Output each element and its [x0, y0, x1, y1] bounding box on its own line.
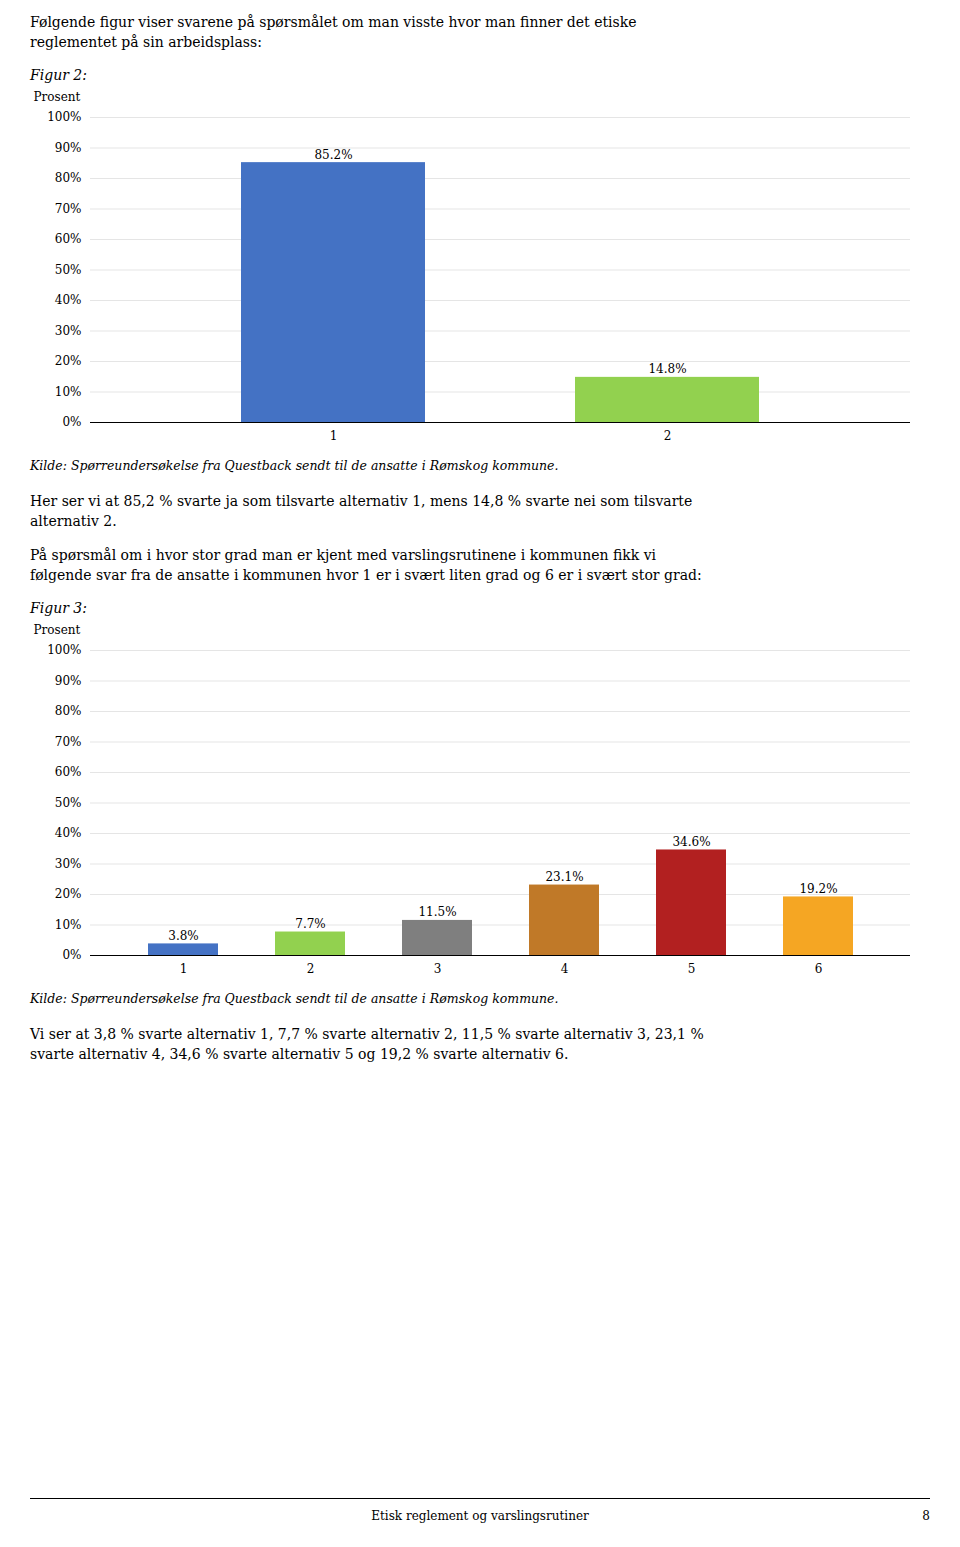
html-text:Vi ser at 3,8 % svarte alterna: Vi ser at 3,8 % svarte alternativ 1, 7,7…: [30, 1025, 704, 1063]
svg-text:50%: 50%: [55, 796, 82, 810]
svg-text:30%: 30%: [55, 857, 82, 871]
svg-text:80%: 80%: [55, 171, 82, 185]
svg-text:6: 6: [815, 962, 823, 976]
svg-text:40%: 40%: [55, 293, 82, 307]
svg-text:0%: 0%: [62, 948, 81, 962]
svg-text:70%: 70%: [55, 201, 82, 215]
svg-text:14.8%: 14.8%: [648, 362, 686, 376]
svg-text:4: 4: [561, 962, 569, 976]
html-text:Figur 2:: Figur 2:: [30, 66, 87, 83]
html-text:Her ser vi at 85,2 % svarte ja: Her ser vi at 85,2 % svarte ja som tilsv…: [30, 492, 693, 529]
svg-text:0%: 0%: [62, 415, 81, 429]
svg-text:Prosent: Prosent: [34, 623, 81, 637]
svg-text:90%: 90%: [55, 674, 82, 688]
html-text:Kilde: Spørreundersøkelse fra: Kilde: Spørreundersøkelse fra Questback …: [30, 990, 559, 1006]
svg-text:90%: 90%: [55, 140, 82, 154]
svg-text:Prosent: Prosent: [34, 90, 81, 104]
svg-text:34.6%: 34.6%: [672, 835, 710, 849]
svg-text:3.8%: 3.8%: [168, 929, 199, 943]
svg-text:11.5%: 11.5%: [418, 905, 456, 919]
svg-text:3: 3: [434, 962, 442, 976]
svg-text:2: 2: [664, 429, 672, 443]
svg-text:10%: 10%: [55, 918, 82, 932]
svg-text:2: 2: [307, 962, 315, 976]
html-text:Kilde: Spørreundersøkelse fra: Kilde: Spørreundersøkelse fra Questback …: [30, 457, 559, 473]
html-text:På spørsmål om i hvor stor gra: På spørsmål om i hvor stor grad man er k…: [30, 547, 702, 584]
svg-text:30%: 30%: [55, 323, 82, 337]
html-text:8: 8: [922, 1509, 930, 1523]
svg-text:1: 1: [180, 962, 188, 976]
html-text:Etisk reglement og varslingsru: Etisk reglement og varslingsrutiner: [371, 1509, 589, 1523]
svg-text:60%: 60%: [55, 765, 82, 779]
svg-text:85.2%: 85.2%: [314, 147, 352, 161]
svg-text:1: 1: [330, 429, 338, 443]
html-text:Følgende figur viser svarene p: Følgende figur viser svarene på spørsmål…: [30, 14, 637, 51]
svg-text:70%: 70%: [55, 735, 82, 749]
svg-text:20%: 20%: [55, 887, 82, 901]
svg-text:60%: 60%: [55, 232, 82, 246]
svg-text:50%: 50%: [55, 262, 82, 276]
svg-text:23.1%: 23.1%: [545, 870, 583, 884]
svg-text:7.7%: 7.7%: [295, 917, 326, 931]
html-text:Figur 3:: Figur 3:: [30, 599, 87, 616]
svg-text:19.2%: 19.2%: [799, 882, 837, 896]
svg-text:20%: 20%: [55, 354, 82, 368]
svg-text:100%: 100%: [47, 643, 81, 657]
svg-text:10%: 10%: [55, 384, 82, 398]
svg-text:5: 5: [688, 962, 696, 976]
svg-text:40%: 40%: [55, 826, 82, 840]
svg-text:100%: 100%: [47, 110, 81, 124]
svg-text:80%: 80%: [55, 704, 82, 718]
